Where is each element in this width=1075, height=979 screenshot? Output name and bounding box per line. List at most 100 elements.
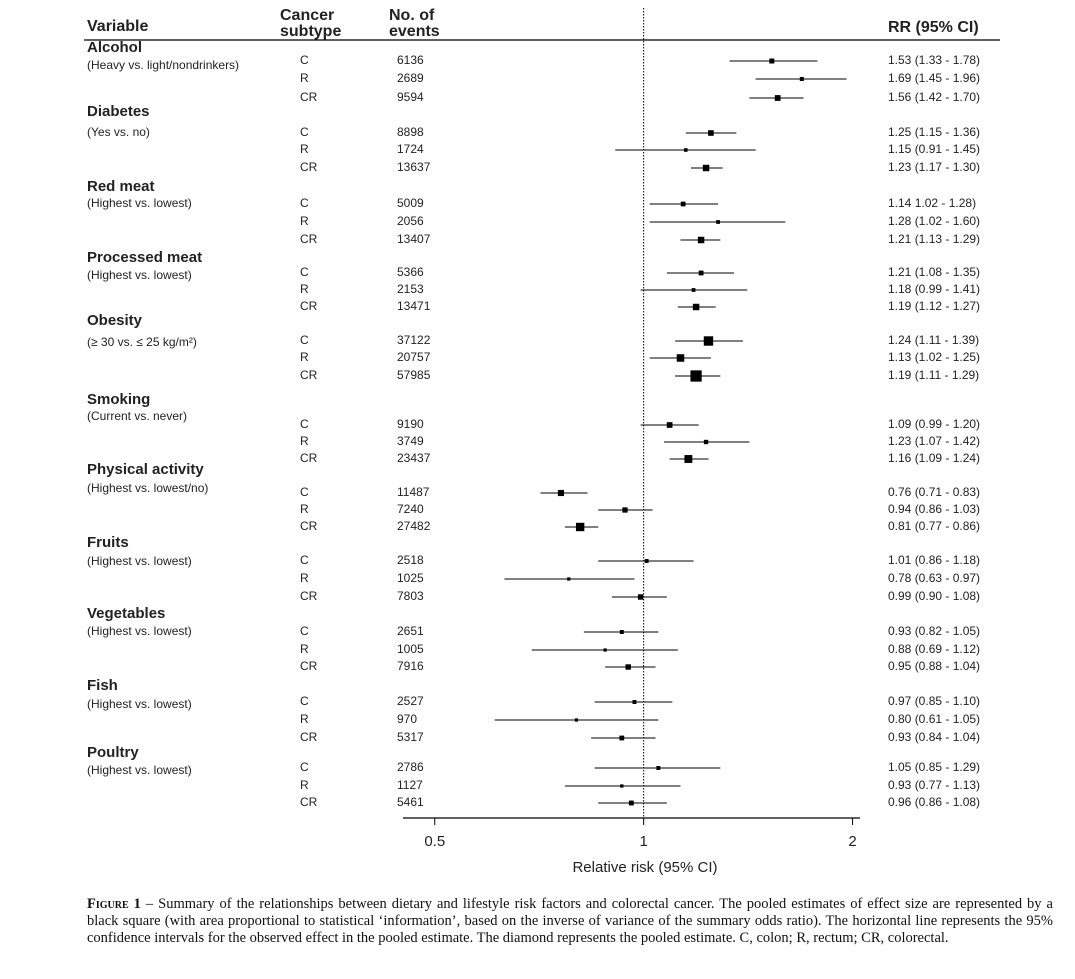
rr-label: 0.88 (0.69 - 1.12) — [888, 642, 980, 656]
subtype: CR — [300, 589, 318, 603]
point-estimate — [680, 201, 686, 207]
rr-header: RR (95% CI) — [888, 19, 979, 36]
rr-label: 1.28 (1.02 - 1.60) — [888, 214, 980, 228]
events: 2651 — [397, 624, 424, 638]
subtype: CR — [300, 232, 318, 246]
subtype: R — [300, 502, 309, 516]
rr-label: 1.18 (0.99 - 1.41) — [888, 282, 980, 296]
rr-label: 1.16 (1.09 - 1.24) — [888, 451, 980, 465]
subtype: R — [300, 282, 309, 296]
events: 5461 — [397, 795, 424, 809]
events: 7240 — [397, 502, 424, 516]
x-tick-label: 1 — [639, 833, 647, 850]
subtype: R — [300, 434, 309, 448]
x-tick-label: 0.5 — [424, 833, 445, 850]
subtype: C — [300, 417, 309, 431]
point-estimate — [622, 507, 628, 513]
x-tick-label: 2 — [848, 833, 856, 850]
rr-label: 1.21 (1.13 - 1.29) — [888, 232, 980, 246]
group-name: Diabetes — [87, 103, 150, 120]
point-estimate — [637, 594, 644, 600]
events: 13637 — [397, 160, 431, 174]
events: 57985 — [397, 368, 431, 382]
events: 2518 — [397, 553, 424, 567]
subtype: R — [300, 71, 309, 85]
point-estimate — [644, 559, 649, 563]
rr-label: 1.25 (1.15 - 1.36) — [888, 125, 980, 139]
subtype: CR — [300, 659, 318, 673]
point-estimate — [799, 77, 804, 81]
rr-label: 0.81 (0.77 - 0.86) — [888, 519, 980, 533]
point-estimate — [703, 336, 714, 346]
subtype-header: subtype — [280, 23, 341, 40]
rr-label: 1.24 (1.11 - 1.39) — [888, 333, 979, 347]
caption-label: Figure 1 — [87, 896, 141, 912]
rr-label: 1.13 (1.02 - 1.25) — [888, 350, 980, 364]
x-axis-label: Relative risk (95% CI) — [572, 859, 717, 876]
events: 5009 — [397, 196, 424, 210]
events: 1005 — [397, 642, 424, 656]
rr-label: 0.76 (0.71 - 0.83) — [888, 485, 980, 499]
group-comparison: (Highest vs. lowest) — [87, 554, 192, 568]
group-comparison: (Highest vs. lowest) — [87, 624, 192, 638]
point-estimate — [632, 700, 637, 704]
point-estimate — [628, 800, 634, 806]
group-name: Poultry — [87, 744, 139, 761]
group-comparison: (Heavy vs. light/nondrinkers) — [87, 58, 239, 72]
point-estimate — [684, 455, 693, 463]
subtype: C — [300, 760, 309, 774]
group-name: Alcohol — [87, 39, 142, 56]
events: 9594 — [397, 90, 424, 104]
rr-label: 0.97 (0.85 - 1.10) — [888, 694, 980, 708]
rr-label: 1.23 (1.17 - 1.30) — [888, 160, 980, 174]
group-name: Fruits — [87, 534, 129, 551]
events: 3749 — [397, 434, 424, 448]
rr-label: 1.56 (1.42 - 1.70) — [888, 90, 980, 104]
rr-label: 1.15 (0.91 - 1.45) — [888, 142, 980, 156]
group-comparison: (Highest vs. lowest) — [87, 196, 192, 210]
point-estimate — [574, 718, 579, 722]
subtype: C — [300, 694, 309, 708]
rr-label: 0.96 (0.86 - 1.08) — [888, 795, 980, 809]
rr-label: 1.01 (0.86 - 1.18) — [888, 553, 980, 567]
events: 20757 — [397, 350, 431, 364]
events: 6136 — [397, 53, 424, 67]
rr-label: 1.19 (1.11 - 1.29) — [888, 368, 979, 382]
subtype: CR — [300, 160, 318, 174]
events: 2527 — [397, 694, 424, 708]
point-estimate — [690, 370, 702, 382]
point-estimate — [676, 354, 685, 362]
rr-label: 1.09 (0.99 - 1.20) — [888, 417, 980, 431]
events: 11487 — [397, 485, 430, 499]
subtype: R — [300, 350, 309, 364]
subtype: R — [300, 778, 309, 792]
group-comparison: (Highest vs. lowest) — [87, 763, 192, 777]
subtype: CR — [300, 299, 318, 313]
subtype: R — [300, 214, 309, 228]
subtype-header: Cancer — [280, 7, 334, 24]
subtype: CR — [300, 451, 318, 465]
events: 1025 — [397, 571, 424, 585]
rr-label: 0.80 (0.61 - 1.05) — [888, 712, 980, 726]
subtype: C — [300, 624, 309, 638]
forest-plot: Variable Cancer subtype No. of events RR… — [84, 7, 1000, 876]
events-header: No. of — [389, 7, 435, 24]
events: 13471 — [397, 299, 431, 313]
subtype: CR — [300, 519, 318, 533]
point-estimate — [708, 130, 714, 136]
group-comparison: (Yes vs. no) — [87, 125, 150, 139]
group-name: Vegetables — [87, 605, 165, 622]
rr-label: 0.99 (0.90 - 1.08) — [888, 589, 980, 603]
point-estimate — [620, 784, 624, 788]
point-estimate — [557, 489, 565, 497]
point-estimate — [656, 765, 661, 771]
subtype: C — [300, 265, 309, 279]
events: 5366 — [397, 265, 424, 279]
events: 1127 — [397, 778, 423, 792]
subtype: R — [300, 642, 309, 656]
point-estimate — [683, 148, 688, 152]
point-estimate — [567, 577, 571, 581]
events: 13407 — [397, 232, 431, 246]
rr-label: 1.53 (1.33 - 1.78) — [888, 53, 980, 67]
